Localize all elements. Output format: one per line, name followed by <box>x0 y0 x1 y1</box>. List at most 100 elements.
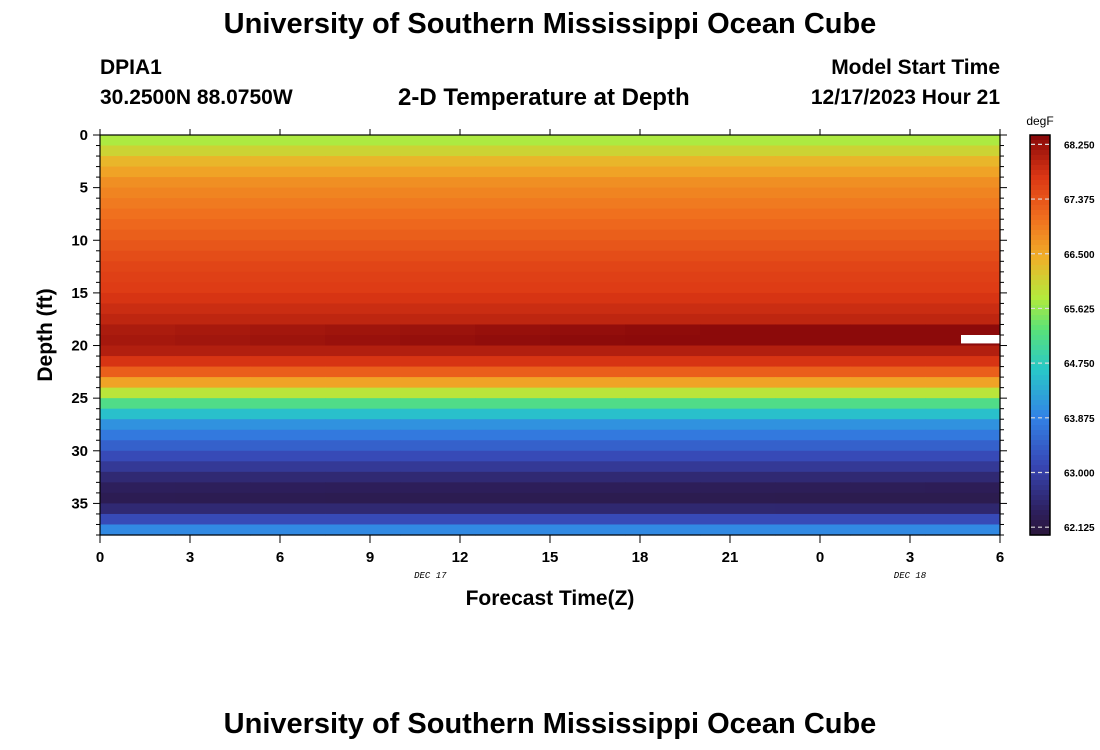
heatmap-cell <box>250 240 326 252</box>
heatmap-cell <box>850 471 926 483</box>
heatmap-cell <box>325 324 401 336</box>
heatmap-cell <box>325 387 401 399</box>
heatmap-cell <box>925 440 1001 452</box>
heatmap-cell <box>775 313 851 326</box>
heatmap-cell <box>550 292 626 305</box>
heatmap-cell <box>550 187 626 199</box>
colorbar-swatch <box>1030 395 1050 401</box>
heatmap-cell <box>550 229 626 241</box>
heatmap-cell <box>175 429 251 441</box>
heatmap-cell <box>775 461 851 473</box>
heatmap-cell <box>250 135 326 147</box>
heatmap-cell <box>400 461 476 473</box>
heatmap-cell <box>250 419 326 431</box>
heatmap-cell <box>550 398 626 410</box>
heatmap-cell <box>400 429 476 441</box>
heatmap-cell <box>625 166 701 178</box>
heatmap-cell <box>475 208 551 220</box>
heatmap-cell <box>925 524 1001 536</box>
heatmap-cell <box>475 503 551 515</box>
heatmap-cell <box>775 303 851 315</box>
x-tick-label: 12 <box>452 549 469 566</box>
colorbar-unit: degF <box>1026 114 1053 128</box>
y-tick-label: 15 <box>71 285 88 302</box>
heatmap-cell <box>925 513 1001 526</box>
heatmap-cell <box>475 219 551 231</box>
page-title: University of Southern Mississippi Ocean… <box>223 8 877 40</box>
colorbar-swatch <box>1030 325 1050 331</box>
heatmap-cell <box>700 387 776 399</box>
heatmap-cell <box>475 313 551 326</box>
heatmap-cell <box>625 440 701 452</box>
colorbar-swatch <box>1030 370 1050 376</box>
heatmap-cell <box>250 292 326 305</box>
heatmap-cell <box>475 198 551 210</box>
heatmap-cell <box>625 471 701 483</box>
heatmap-cell <box>475 282 551 294</box>
heatmap-cell <box>475 461 551 473</box>
heatmap-cell <box>100 303 176 315</box>
heatmap-cell <box>100 198 176 210</box>
heatmap-cell <box>100 482 176 494</box>
heatmap-cell <box>250 261 326 273</box>
heatmap-cell <box>175 345 251 357</box>
colorbar-frame <box>1029 134 1051 536</box>
heatmap-cell <box>925 135 1001 147</box>
heatmap-cell <box>775 345 851 357</box>
heatmap-cell <box>175 524 251 536</box>
heatmap-cell <box>475 513 551 526</box>
heatmap-cell <box>925 503 1001 515</box>
heatmap-cell <box>175 282 251 294</box>
y-tick-label: 35 <box>71 495 88 512</box>
heatmap-cell <box>700 513 776 526</box>
colorbar-swatch <box>1030 135 1050 141</box>
heatmap-cell <box>250 450 326 462</box>
heatmap-cell <box>925 292 1001 305</box>
colorbar-label: 63.000 <box>1064 469 1095 480</box>
heatmap-cell <box>100 387 176 399</box>
colorbar-swatch <box>1030 400 1050 406</box>
y-tick-label: 5 <box>80 180 88 197</box>
heatmap-cell <box>850 166 926 178</box>
heatmap-cell <box>625 282 701 294</box>
heatmap-cell <box>625 324 701 336</box>
heatmap-cell <box>550 324 626 336</box>
heatmap-cell <box>700 313 776 326</box>
heatmap-cell <box>175 303 251 315</box>
x-tick-label: 6 <box>996 549 1004 566</box>
heatmap-cell <box>550 440 626 452</box>
heatmap-cell <box>625 156 701 168</box>
heatmap-cell <box>400 471 476 483</box>
heatmap-cell <box>550 345 626 357</box>
heatmap-cell <box>175 324 251 336</box>
colorbar-swatch <box>1030 260 1050 266</box>
heatmap-cell <box>175 313 251 326</box>
heatmap-cell <box>700 240 776 252</box>
heatmap-cell <box>925 377 1001 389</box>
colorbar-swatch <box>1030 285 1050 291</box>
heatmap-cell <box>550 471 626 483</box>
x-tick-label: 0 <box>96 549 104 566</box>
colorbar-swatch <box>1030 380 1050 386</box>
heatmap-cell <box>700 198 776 210</box>
heatmap-cell <box>700 503 776 515</box>
heatmap-cell <box>700 524 776 536</box>
colorbar-swatch <box>1030 485 1050 491</box>
heatmap-cell <box>625 145 701 157</box>
heatmap-cell <box>925 250 1001 262</box>
heatmap-cell <box>625 492 701 505</box>
colorbar-swatch <box>1030 410 1050 416</box>
heatmap-cell <box>250 324 326 336</box>
heatmap-cell <box>400 450 476 462</box>
heatmap-cell <box>775 282 851 294</box>
heatmap-cell <box>400 303 476 315</box>
heatmap-cell <box>475 524 551 536</box>
colorbar-swatch <box>1030 385 1050 391</box>
heatmap-cell <box>250 503 326 515</box>
heatmap-cell <box>400 156 476 168</box>
heatmap-cell <box>175 250 251 262</box>
heatmap-cell <box>250 271 326 283</box>
heatmap-cell <box>850 440 926 452</box>
heatmap-cell <box>475 303 551 315</box>
